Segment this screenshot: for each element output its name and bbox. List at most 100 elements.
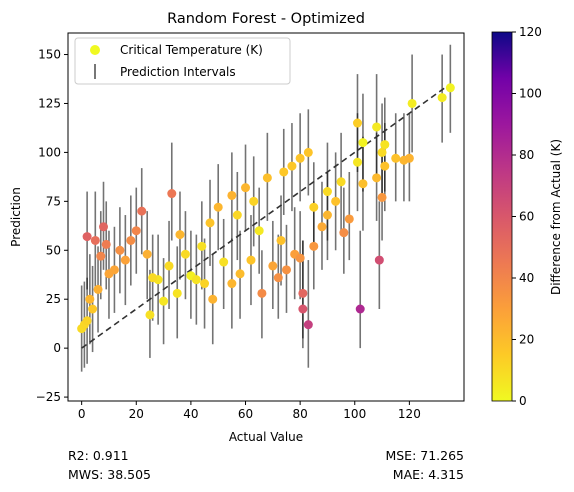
data-point <box>295 153 305 163</box>
data-point <box>372 173 382 183</box>
data-point <box>96 251 106 261</box>
y-tick-label: 50 <box>46 243 61 257</box>
x-tick-label: 0 <box>78 407 86 421</box>
colorbar-tick-label: 40 <box>519 271 534 285</box>
data-point <box>126 235 136 245</box>
data-point <box>241 183 251 193</box>
x-tick-label: 20 <box>129 407 144 421</box>
colorbar: 0 20 40 60 80 100 120 Difference from Actual (… <box>491 25 563 408</box>
data-point <box>232 210 242 220</box>
data-point <box>352 157 362 167</box>
data-point <box>205 218 215 228</box>
y-axis-label: Prediction <box>9 187 23 247</box>
plot-area <box>77 44 455 372</box>
legend-label-points: Critical Temperature (K) <box>120 43 263 57</box>
metric-mae: MAE: 4.315 <box>392 467 464 482</box>
legend-box <box>74 37 291 85</box>
data-point <box>145 310 155 320</box>
data-point <box>90 235 100 245</box>
data-point <box>322 210 332 220</box>
data-point <box>82 232 92 242</box>
colorbar-tick-label: 120 <box>519 25 542 39</box>
data-point <box>317 222 327 232</box>
x-tick-label: 40 <box>183 407 198 421</box>
data-point <box>298 304 308 314</box>
x-tick-label: 60 <box>238 407 253 421</box>
colorbar-tick-label: 80 <box>519 148 534 162</box>
data-point <box>191 275 201 285</box>
data-point <box>175 230 185 240</box>
metric-mws: MWS: 38.505 <box>68 467 152 482</box>
data-point <box>295 253 305 263</box>
data-point <box>380 140 390 150</box>
data-points <box>77 83 455 334</box>
data-point <box>257 288 267 298</box>
data-point <box>213 202 223 212</box>
data-point <box>336 177 346 187</box>
y-tick-label: 0 <box>53 341 61 355</box>
y-tick-label: 75 <box>46 194 61 208</box>
data-point <box>159 296 169 306</box>
data-point <box>82 316 92 326</box>
data-point <box>303 320 313 330</box>
data-point <box>208 294 218 304</box>
data-point <box>180 249 190 259</box>
data-point <box>407 98 417 108</box>
data-point <box>309 202 319 212</box>
data-point <box>120 255 130 265</box>
y-tick-label: −25 <box>36 390 61 404</box>
data-point <box>85 294 95 304</box>
metric-r2: R2: 0.911 <box>68 448 129 463</box>
data-point <box>167 189 177 199</box>
data-point <box>200 279 210 289</box>
colorbar-tick-label: 20 <box>519 333 534 347</box>
data-point <box>172 288 182 298</box>
data-point <box>101 239 111 249</box>
reference-line <box>81 83 451 349</box>
data-point <box>437 93 447 103</box>
data-point <box>331 196 341 206</box>
data-point <box>355 304 365 314</box>
data-point <box>246 255 256 265</box>
data-point <box>235 269 245 279</box>
colorbar-tick-label: 100 <box>519 87 542 101</box>
data-point <box>104 269 114 279</box>
prediction-intervals <box>80 44 452 372</box>
data-point <box>219 257 229 267</box>
data-point <box>268 261 278 271</box>
data-point <box>352 118 362 128</box>
x-axis: 0 20 40 60 80 100 120 <box>78 401 421 421</box>
data-point <box>88 304 98 314</box>
data-point <box>197 241 207 251</box>
data-point <box>93 284 103 294</box>
data-point <box>276 235 286 245</box>
data-point <box>374 255 384 265</box>
data-point <box>227 279 237 289</box>
y-axis: −25 0 25 50 75 100 125 150 <box>36 48 68 404</box>
x-axis-label: Actual Value <box>229 430 303 444</box>
data-point <box>99 222 109 232</box>
data-point <box>164 261 174 271</box>
x-tick-label: 120 <box>398 407 421 421</box>
data-point <box>131 226 141 236</box>
data-point <box>227 190 237 200</box>
data-point <box>142 249 152 259</box>
data-point <box>281 265 291 275</box>
legend-label-intervals: Prediction Intervals <box>120 65 236 79</box>
metric-mse: MSE: 71.265 <box>385 448 464 463</box>
legend: Critical Temperature (K) Prediction Inte… <box>74 37 291 85</box>
data-point <box>391 153 401 163</box>
y-tick-label: 150 <box>38 48 61 62</box>
colorbar-gradient <box>492 32 512 401</box>
data-point <box>298 288 308 298</box>
data-point <box>377 192 387 202</box>
data-point <box>254 226 264 236</box>
data-point <box>358 138 368 148</box>
colorbar-tick-label: 0 <box>519 394 527 408</box>
data-point <box>262 173 272 183</box>
data-point <box>377 147 387 157</box>
data-point <box>115 245 125 255</box>
y-tick-label: 100 <box>38 145 61 159</box>
colorbar-tick-label: 60 <box>519 210 534 224</box>
